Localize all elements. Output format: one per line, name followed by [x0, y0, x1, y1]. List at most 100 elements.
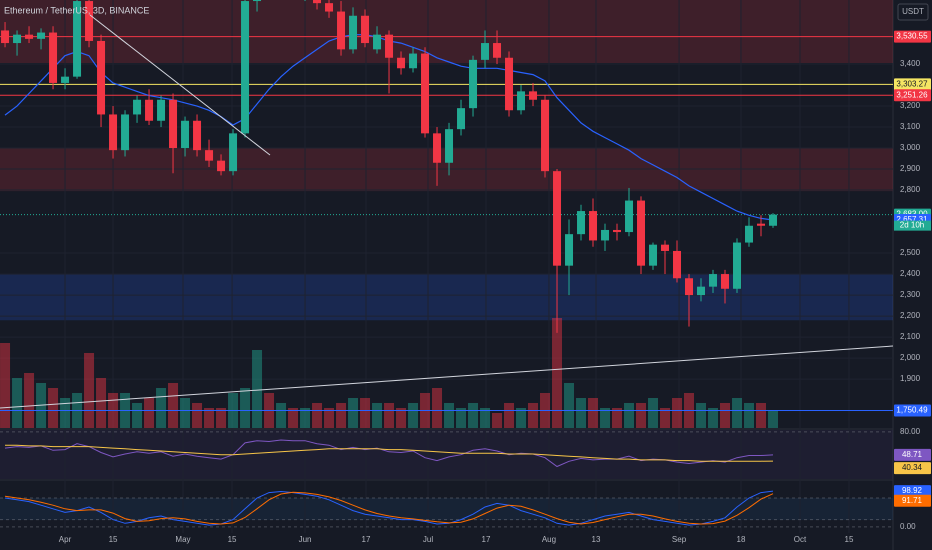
candle-body — [733, 242, 742, 289]
indicator-line — [4, 491, 774, 525]
price-tag-label: 2,657.31 — [896, 215, 928, 224]
y-tick-label: 2,500 — [900, 248, 921, 257]
stoch-band — [0, 498, 893, 520]
volume-bar — [624, 403, 635, 428]
volume-bar — [504, 403, 515, 428]
price-tag-label: 91.71 — [902, 496, 923, 505]
candle-body — [589, 211, 598, 241]
volume-bar — [240, 388, 251, 428]
rsi-band — [0, 430, 893, 479]
x-tick-label: Apr — [59, 535, 72, 544]
volume-bar — [528, 403, 539, 428]
x-tick-label: 15 — [109, 535, 118, 544]
price-tag-label: 48.71 — [902, 450, 923, 459]
candle-body — [373, 34, 382, 50]
volume-bar — [372, 403, 383, 428]
y-tick-label: 0.00 — [900, 522, 916, 531]
candle-body — [49, 32, 58, 83]
candle-body — [721, 274, 730, 289]
volume-bar — [312, 403, 323, 428]
candle-body — [517, 91, 526, 111]
candle-body — [577, 211, 586, 235]
y-tick-label: 80.00 — [900, 427, 921, 436]
candle-body — [457, 108, 466, 130]
y-tick-label: 3,100 — [900, 122, 921, 131]
x-tick-label: 15 — [845, 535, 854, 544]
candle-body — [145, 99, 154, 121]
candle-body — [745, 225, 754, 243]
volume-bar — [768, 410, 779, 428]
volume-bar — [96, 378, 107, 428]
volume-bar — [708, 408, 719, 428]
candle-body — [349, 15, 358, 50]
candle-body — [361, 15, 370, 44]
candle-body — [181, 120, 190, 149]
price-tag — [894, 485, 931, 498]
volume-bar — [0, 343, 11, 428]
candle-body — [409, 53, 418, 69]
volume-bar — [180, 398, 191, 428]
volume-bar — [480, 408, 491, 428]
trend-line — [89, 14, 271, 156]
candle-body — [97, 40, 106, 115]
countdown-box — [894, 220, 931, 231]
y-tick-label: 2,800 — [900, 185, 921, 194]
currency-box[interactable] — [897, 3, 929, 21]
candle-body — [481, 43, 490, 60]
candle-body — [157, 99, 166, 121]
volume-bar — [696, 403, 707, 428]
candle-body — [397, 57, 406, 69]
volume-bar — [84, 353, 95, 428]
y-tick-label: 2,900 — [900, 164, 921, 173]
price-tag — [894, 78, 931, 91]
volume-bar — [384, 403, 395, 428]
volume-bar — [600, 408, 611, 428]
candle-body — [565, 234, 574, 266]
volume-bar — [516, 408, 527, 428]
price-tag-label: 98.92 — [902, 486, 923, 495]
volume-bar — [48, 388, 59, 428]
candle-body — [673, 250, 682, 279]
volume-bar — [300, 408, 311, 428]
y-tick-label: 2,200 — [900, 311, 921, 320]
volume-bar — [252, 350, 263, 428]
candle-body — [1, 30, 10, 44]
price-tag-label: 3,530.55 — [896, 32, 928, 41]
y-tick-label: 3,200 — [900, 101, 921, 110]
volume-bar — [156, 388, 167, 428]
volume-bar — [396, 408, 407, 428]
price-tag-label: 1,750.49 — [896, 406, 928, 415]
volume-bar — [744, 403, 755, 428]
volume-bar — [336, 403, 347, 428]
x-tick-label: May — [175, 535, 190, 544]
y-tick-label: 2,300 — [900, 290, 921, 299]
volume-bar — [168, 383, 179, 428]
candle-body — [337, 11, 346, 50]
candle-body — [61, 76, 70, 83]
candle-body — [205, 150, 214, 161]
y-tick-label: 2,100 — [900, 332, 921, 341]
volume-bar — [408, 403, 419, 428]
candle-body — [241, 1, 250, 134]
candle-body — [37, 32, 46, 39]
volume-bar — [492, 413, 503, 428]
volume-bar — [24, 373, 35, 428]
candle-body — [661, 244, 670, 251]
volume-bar — [444, 403, 455, 428]
candle-body — [325, 3, 334, 12]
candle-body — [601, 229, 610, 241]
candle-body — [433, 133, 442, 163]
price-tag — [894, 30, 931, 43]
volume-bar — [192, 403, 203, 428]
volume-bar — [576, 398, 587, 428]
price-tag — [894, 462, 931, 475]
candle-body — [13, 34, 22, 44]
volume-bar — [360, 398, 371, 428]
candle-body — [769, 214, 778, 226]
volume-bar — [348, 398, 359, 428]
volume-bar — [564, 383, 575, 428]
volume-bar — [552, 318, 563, 428]
volume-bar — [456, 408, 467, 428]
volume-bar — [276, 403, 287, 428]
